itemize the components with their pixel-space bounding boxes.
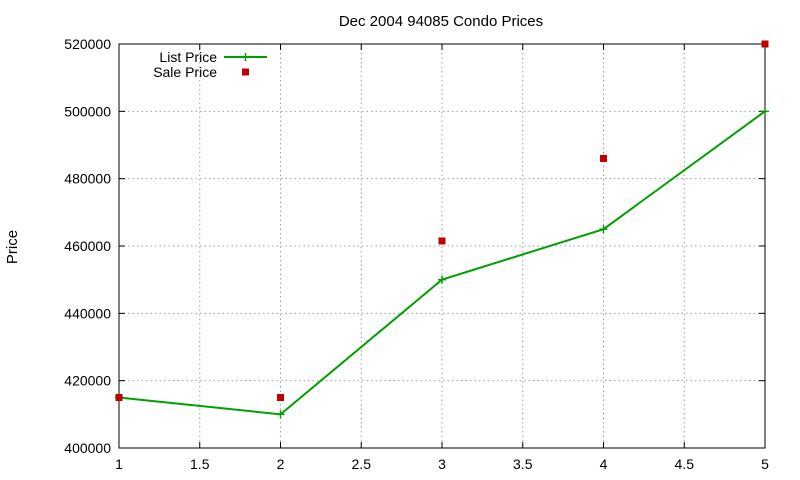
y-tick-label: 420000: [64, 373, 111, 389]
x-tick-label: 4.5: [675, 456, 695, 472]
y-tick-label: 400000: [64, 440, 111, 456]
chart-title: Dec 2004 94085 Condo Prices: [339, 13, 543, 30]
x-tick-label: 1: [115, 456, 123, 472]
legend-swatch-marker: [241, 53, 250, 61]
y-tick-label: 460000: [64, 238, 111, 254]
sale-price-point: [115, 394, 123, 401]
x-tick-label: 5: [761, 456, 769, 472]
grid: [119, 44, 765, 448]
y-tick-label: 500000: [64, 103, 111, 119]
list-price-point: [276, 410, 285, 419]
x-tick-label: 4: [600, 456, 608, 472]
axis-ticks: 1 1.5 2 2.5 3 3.5 4 4.5 5 400000 420000 440000 46000…: [64, 36, 769, 472]
sale-price-point: [438, 237, 446, 245]
y-tick-label: 520000: [64, 36, 111, 52]
legend-label: List Price: [159, 49, 217, 65]
list-price-point: [599, 225, 608, 234]
series-group: [115, 40, 769, 419]
x-tick-label: 2: [277, 456, 285, 472]
y-tick-label: 480000: [64, 171, 111, 187]
y-axis-label: Price: [4, 230, 21, 264]
x-tick-label: 3: [438, 456, 446, 472]
sale-price-point: [761, 40, 769, 48]
sale-price-point: [277, 394, 284, 401]
y-tick-label: 440000: [64, 305, 111, 321]
list-price-point: [761, 107, 769, 116]
sale-price-point: [600, 154, 607, 162]
x-tick-label: 2.5: [352, 456, 372, 472]
list-price-point: [438, 275, 446, 284]
legend-swatch-marker: [242, 68, 249, 76]
x-tick-label: 3.5: [513, 456, 533, 472]
x-tick-label: 1.5: [190, 456, 210, 472]
legend-label: Sale Price: [153, 64, 217, 80]
